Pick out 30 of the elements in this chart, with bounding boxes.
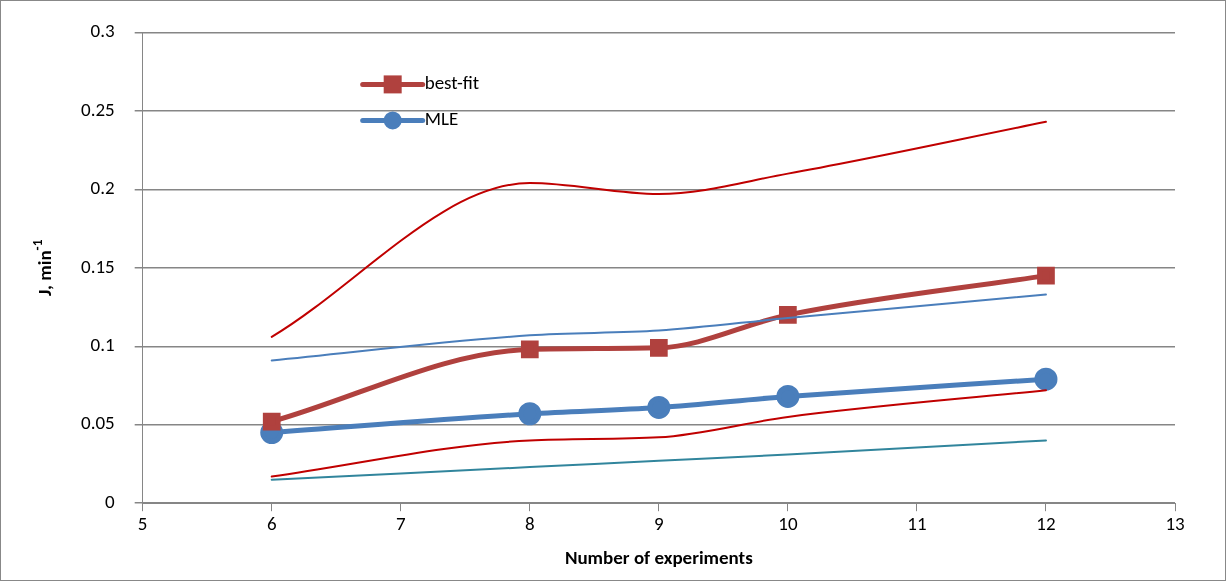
y-tick-label: 0.3 — [90, 19, 115, 43]
y-tick-label: 0.25 — [81, 97, 115, 121]
point — [1034, 367, 1058, 391]
legend-label: MLE — [424, 107, 459, 131]
x-tick-label: 6 — [266, 512, 277, 536]
x-tick-label: 11 — [907, 512, 927, 536]
point — [1037, 266, 1055, 285]
x-tick-label: 8 — [524, 512, 535, 536]
y-tick-label: 0.2 — [90, 176, 115, 200]
x-tick-label: 7 — [395, 512, 406, 536]
point — [518, 402, 542, 426]
line-series — [270, 439, 1047, 481]
y-tick-label: 0 — [105, 489, 116, 513]
x-axis-title: Number of experiments — [564, 545, 754, 569]
legend-label: best-fit — [424, 71, 480, 95]
y-tick-label: 0.1 — [90, 333, 115, 357]
x-tick-label: 13 — [1165, 512, 1185, 536]
y-axis-title: J, min-1 — [28, 239, 56, 297]
point — [776, 384, 800, 408]
point — [647, 395, 671, 419]
line-series — [270, 293, 1047, 362]
point — [262, 412, 281, 431]
point — [649, 338, 668, 357]
x-tick-label: 5 — [137, 512, 148, 536]
y-tick-label: 0.05 — [81, 411, 115, 435]
y-tick-label: 0.15 — [81, 254, 115, 278]
x-tick-label: 12 — [1036, 512, 1056, 536]
x-tick-label: 10 — [778, 512, 798, 536]
point — [520, 340, 539, 359]
x-tick-label: 9 — [654, 512, 664, 536]
